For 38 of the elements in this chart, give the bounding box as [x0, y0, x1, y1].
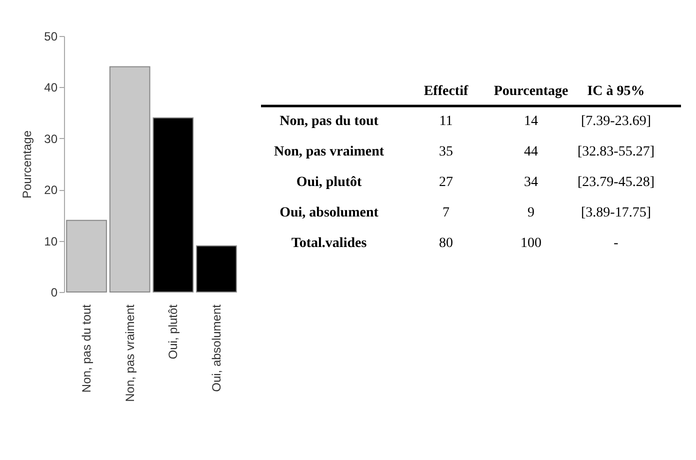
- x-tick-label: Non, pas du tout: [80, 304, 94, 393]
- y-tick-label: 50: [44, 30, 58, 44]
- data-label: 9: [528, 206, 534, 220]
- x-tick-label: Non, pas vraiment: [122, 304, 137, 402]
- x-tick-label: Oui, absolument: [209, 304, 224, 392]
- category-label: Oui, plutôt: [296, 175, 362, 190]
- text: Effectif: [424, 84, 468, 99]
- bar: [152, 117, 194, 292]
- x-tick-label: Oui, plutôt: [166, 304, 180, 360]
- bar: [109, 66, 150, 292]
- data-label: 34: [524, 175, 538, 190]
- text: Pourcentage: [494, 84, 568, 99]
- bar: [66, 220, 107, 292]
- y-tick-label: 40: [44, 80, 58, 95]
- data-label: 35: [439, 144, 453, 160]
- data-label: 44: [524, 144, 538, 160]
- category-label: Total.valides: [291, 236, 368, 251]
- data-label: 11: [439, 114, 453, 129]
- data-label: 27: [439, 175, 453, 190]
- category-label: Oui, absolument: [280, 206, 379, 220]
- data-label: [23.79-45.28]: [578, 175, 654, 190]
- y-tick-label: 0: [50, 286, 58, 300]
- data-label: 80: [439, 236, 453, 251]
- y-tick-label: 10: [44, 234, 58, 248]
- data-label: -: [614, 236, 619, 251]
- data-label: 7: [442, 206, 450, 220]
- category-label: Non, pas vraiment: [274, 144, 384, 160]
- data-label: [3.89-17.75]: [581, 206, 651, 220]
- y-tick-label: 30: [44, 132, 58, 146]
- data-label: [7.39-23.69]: [581, 114, 651, 129]
- data-label: 100: [520, 236, 542, 251]
- text: IC à 95%: [587, 84, 645, 99]
- data-label: [32.83-55.27]: [578, 144, 654, 160]
- category-label: Non, pas du tout: [280, 114, 379, 129]
- y-axis-title: Pourcentage: [20, 130, 34, 199]
- bar: [196, 245, 237, 292]
- y-tick-label: 20: [44, 183, 58, 198]
- data-label: 14: [524, 114, 538, 129]
